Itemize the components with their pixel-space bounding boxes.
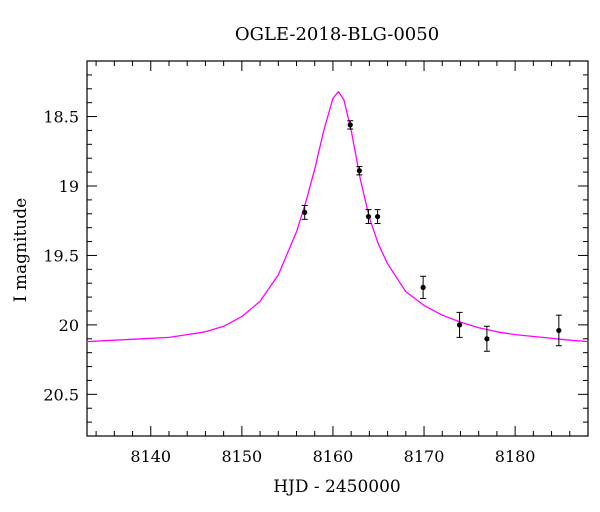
data-point (483, 325, 490, 352)
y-tick-label: 19 (59, 177, 79, 196)
data-marker (347, 122, 353, 128)
chart-title: OGLE-2018-BLG-0050 (235, 24, 439, 45)
model-curve (86, 90, 589, 343)
data-point (356, 166, 363, 176)
x-tick-label: 8160 (313, 447, 354, 466)
x-axis-label: HJD - 2450000 (273, 477, 401, 497)
data-marker (420, 284, 426, 290)
y-tick-label: 19.5 (43, 246, 79, 265)
y-tick-label: 20 (59, 316, 79, 335)
plot-frame (86, 60, 589, 437)
data-marker (556, 327, 562, 334)
data-point (374, 209, 381, 224)
data-point (456, 311, 463, 338)
data-point (301, 204, 308, 220)
x-tick-label: 8140 (130, 447, 171, 466)
data-point (365, 209, 372, 224)
data-point (420, 275, 427, 299)
data-marker (374, 213, 381, 220)
y-tick-label: 20.5 (43, 385, 79, 404)
y-axis-label: I magnitude (11, 198, 31, 302)
data-marker (365, 213, 372, 220)
data-marker (302, 209, 308, 215)
model-curve-group (86, 90, 589, 343)
x-tick-label: 8170 (404, 447, 445, 466)
data-marker (456, 322, 463, 328)
x-tick-label: 8150 (221, 447, 262, 466)
y-tick-label: 18.5 (43, 108, 79, 127)
data-marker (484, 336, 490, 342)
data-points-group (301, 120, 562, 352)
x-tick-label: 8180 (495, 447, 536, 466)
data-marker (356, 168, 362, 174)
data-point (555, 314, 562, 347)
data-point (347, 120, 354, 130)
axes: 8140 8150 8160 8170 8180 18.5 19 19.5 20 20.5 (43, 60, 589, 466)
